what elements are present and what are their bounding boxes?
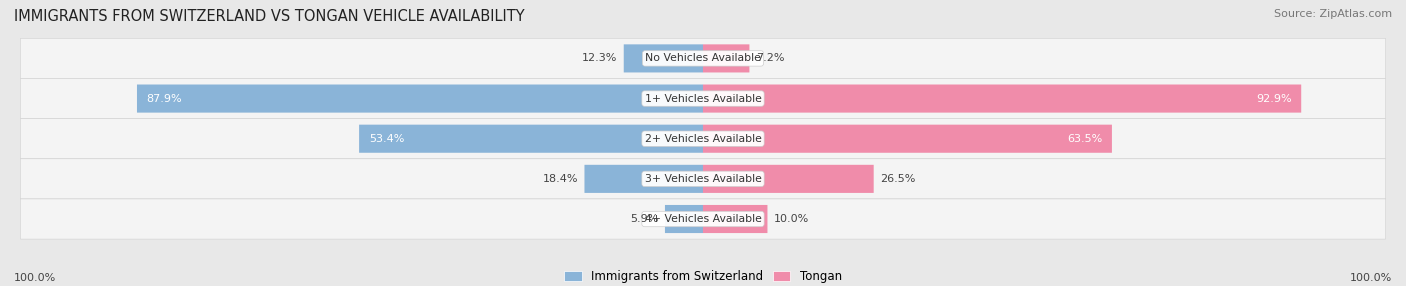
Text: 10.0%: 10.0% — [773, 214, 808, 224]
FancyBboxPatch shape — [20, 119, 1386, 159]
FancyBboxPatch shape — [359, 125, 703, 153]
Text: 5.9%: 5.9% — [630, 214, 658, 224]
Text: 26.5%: 26.5% — [880, 174, 915, 184]
Text: 12.3%: 12.3% — [582, 53, 617, 63]
Text: 2+ Vehicles Available: 2+ Vehicles Available — [644, 134, 762, 144]
Text: 1+ Vehicles Available: 1+ Vehicles Available — [644, 94, 762, 104]
FancyBboxPatch shape — [585, 165, 703, 193]
FancyBboxPatch shape — [20, 78, 1386, 119]
FancyBboxPatch shape — [20, 38, 1386, 78]
Text: 18.4%: 18.4% — [543, 174, 578, 184]
Text: 4+ Vehicles Available: 4+ Vehicles Available — [644, 214, 762, 224]
FancyBboxPatch shape — [20, 199, 1386, 239]
Text: 100.0%: 100.0% — [1350, 273, 1392, 283]
Text: 3+ Vehicles Available: 3+ Vehicles Available — [644, 174, 762, 184]
Text: No Vehicles Available: No Vehicles Available — [645, 53, 761, 63]
Legend: Immigrants from Switzerland, Tongan: Immigrants from Switzerland, Tongan — [564, 270, 842, 283]
Text: 7.2%: 7.2% — [756, 53, 785, 63]
FancyBboxPatch shape — [136, 84, 703, 113]
FancyBboxPatch shape — [703, 44, 749, 72]
FancyBboxPatch shape — [20, 159, 1386, 199]
Text: Source: ZipAtlas.com: Source: ZipAtlas.com — [1274, 9, 1392, 19]
Text: 63.5%: 63.5% — [1067, 134, 1102, 144]
FancyBboxPatch shape — [703, 205, 768, 233]
Text: IMMIGRANTS FROM SWITZERLAND VS TONGAN VEHICLE AVAILABILITY: IMMIGRANTS FROM SWITZERLAND VS TONGAN VE… — [14, 9, 524, 23]
FancyBboxPatch shape — [665, 205, 703, 233]
FancyBboxPatch shape — [703, 125, 1112, 153]
FancyBboxPatch shape — [624, 44, 703, 72]
FancyBboxPatch shape — [703, 165, 873, 193]
Text: 92.9%: 92.9% — [1256, 94, 1292, 104]
Text: 100.0%: 100.0% — [14, 273, 56, 283]
FancyBboxPatch shape — [703, 84, 1301, 113]
Text: 87.9%: 87.9% — [146, 94, 183, 104]
Text: 53.4%: 53.4% — [368, 134, 404, 144]
